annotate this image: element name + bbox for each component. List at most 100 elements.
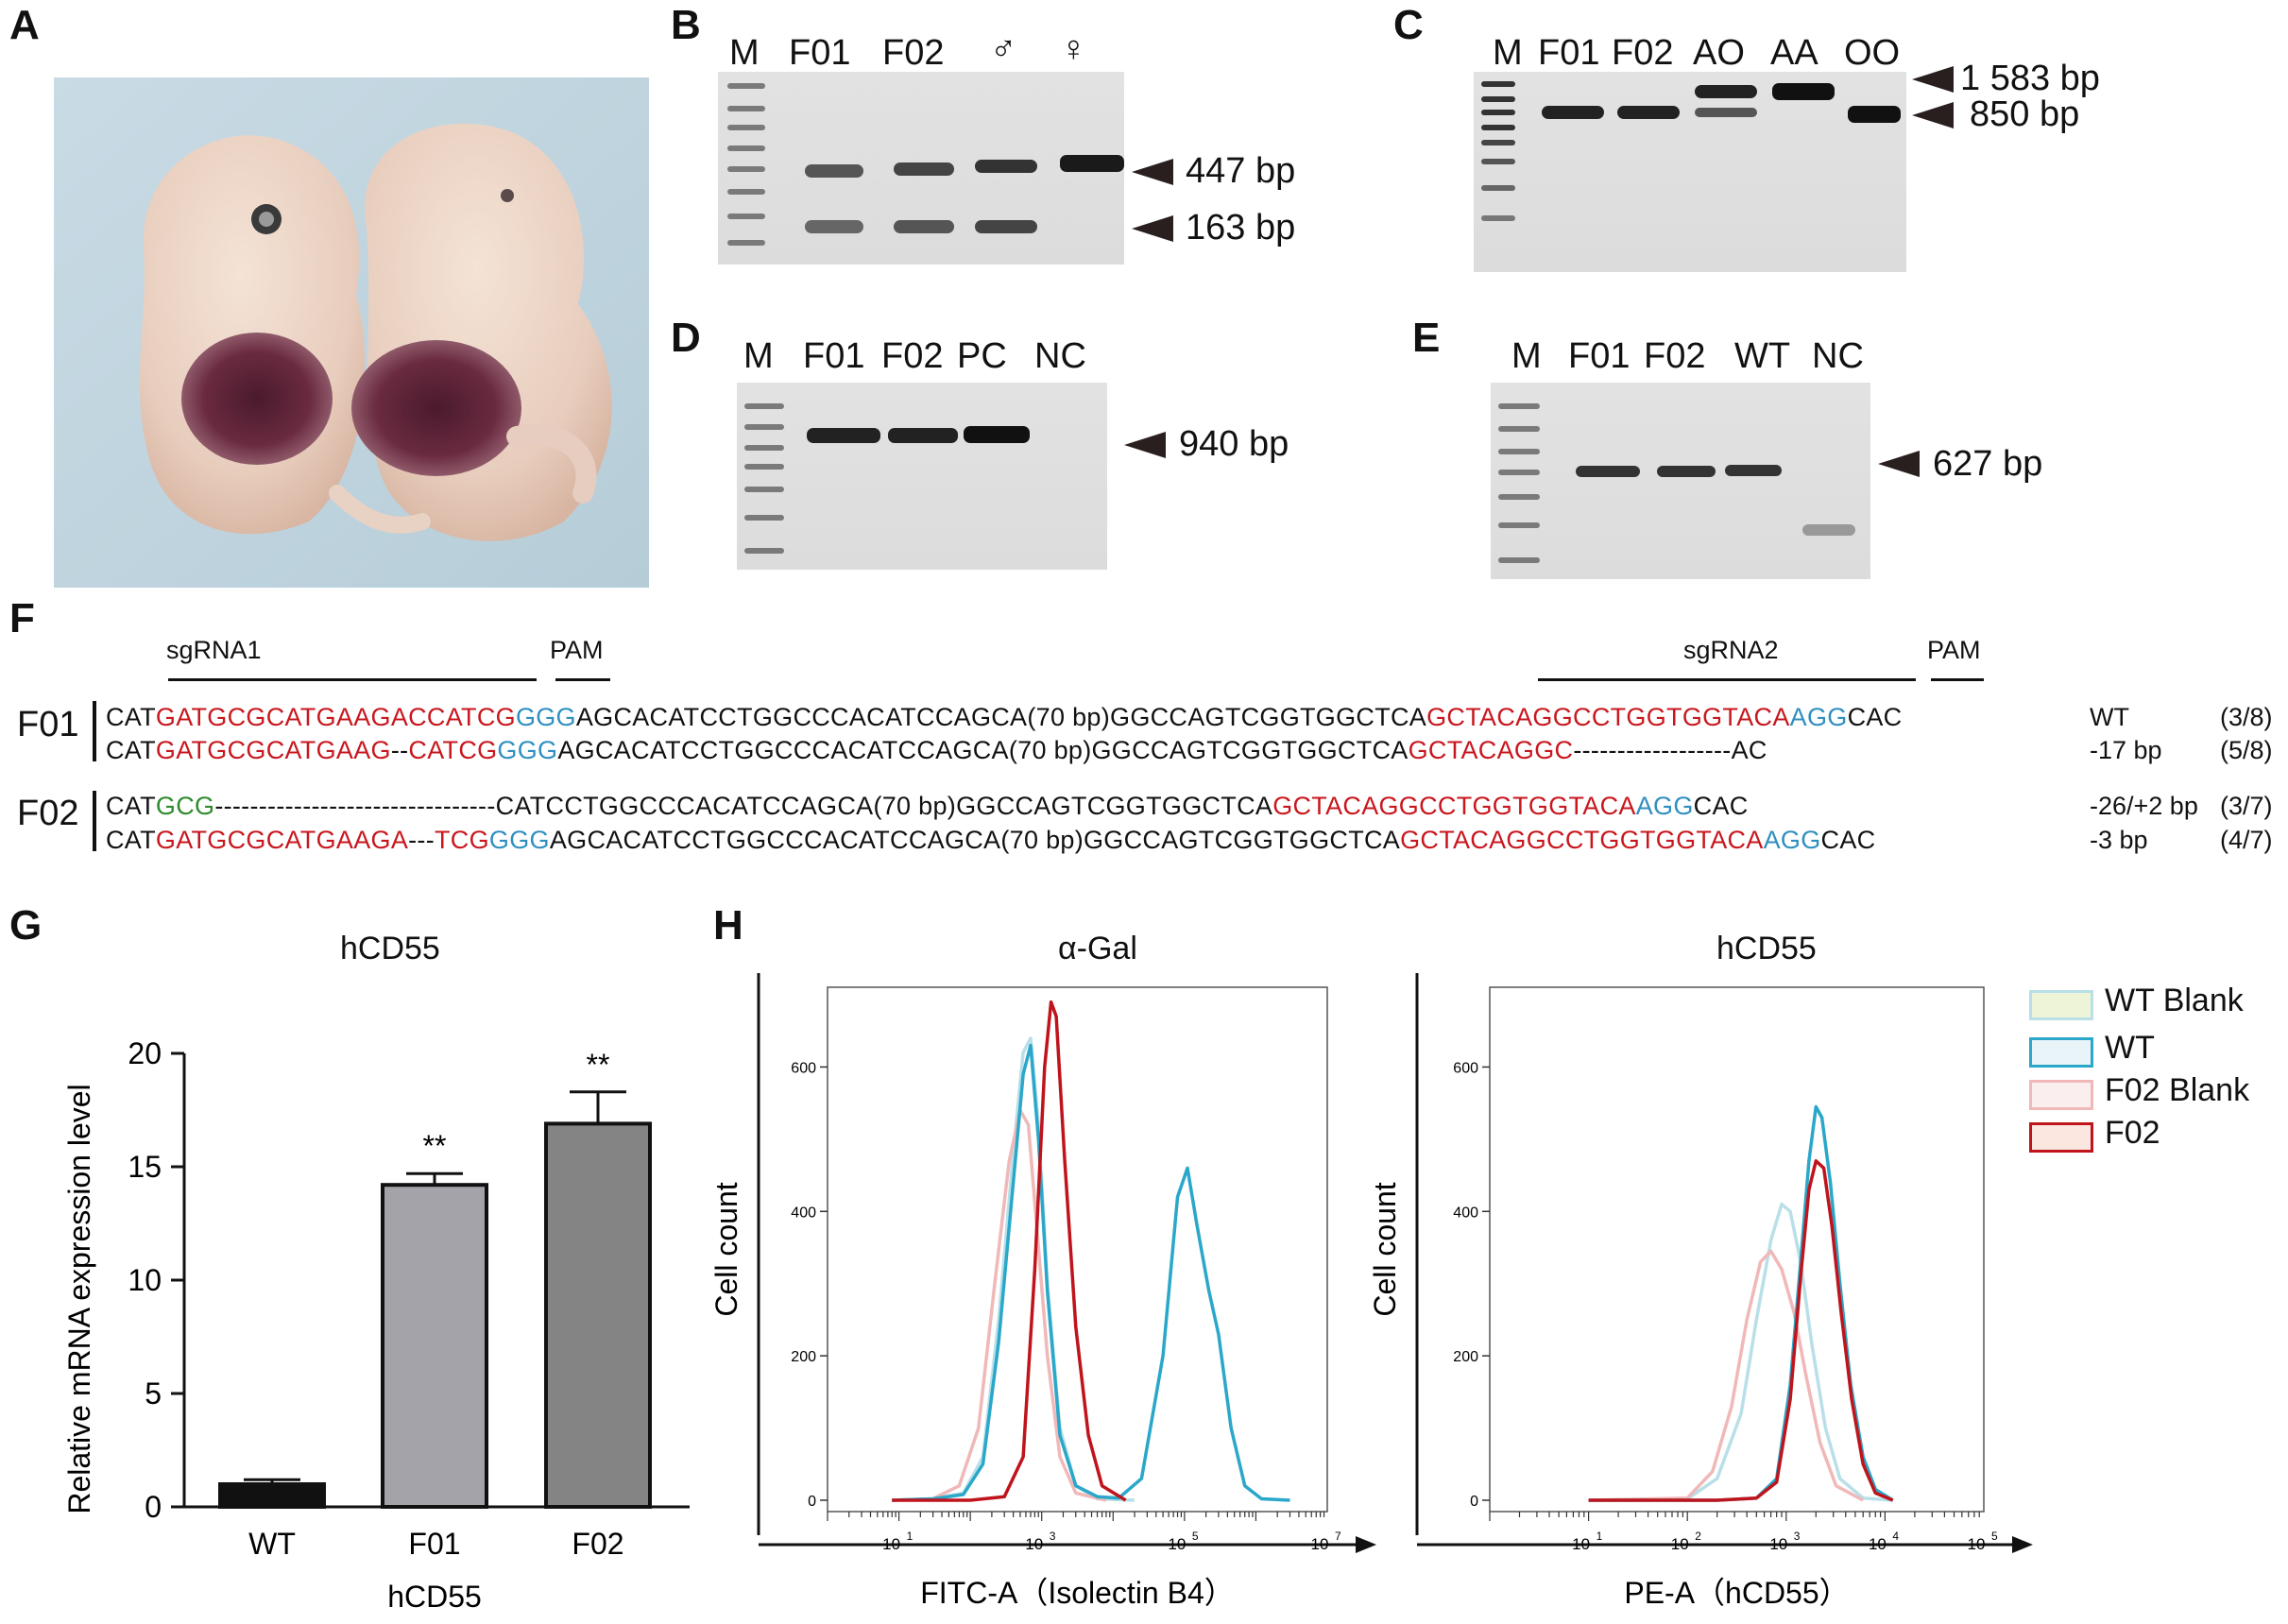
- sequence-row: CATGATGCGCATGAAG--CATCGGGGAGCACATCCTGGCC…: [106, 736, 1767, 765]
- legend-label-f02-blank: F02 Blank: [2105, 1072, 2250, 1108]
- x-axis-label: FITC-A（Isolectin B4）: [920, 1576, 1235, 1610]
- genotype-fraction: (5/8): [2220, 736, 2273, 764]
- sequence-segment: GCTACAGGCCTGGTGGTACA: [1272, 792, 1636, 820]
- x-tick-label: F02: [572, 1527, 623, 1561]
- panel-letter-d: D: [671, 315, 701, 361]
- arrow-icon: [1132, 215, 1173, 242]
- y-tick-label: 600: [791, 1060, 816, 1076]
- sequence-segment: GCTACAGGC: [1408, 736, 1574, 764]
- chart-g-title: hCD55: [340, 931, 440, 966]
- panel-letter-g: G: [9, 902, 43, 949]
- legend-swatch-f02: [2029, 1122, 2093, 1153]
- gel-b-band-163: 163 bp: [1186, 208, 1296, 248]
- arrow-icon: [1356, 1536, 1376, 1553]
- y-axis-label: Cell count: [1368, 1182, 1402, 1316]
- plot-frame: [827, 986, 1328, 1513]
- sgrna2-label: sgRNA2: [1683, 636, 1779, 664]
- bar-chart-g: 0 5 10 15 20 Relative mRNA expression level WT…: [62, 1036, 690, 1614]
- x-tick-exponent: 1: [907, 1530, 913, 1543]
- gel-b-lane-female: ♀: [1060, 29, 1087, 69]
- legend-label-wt-blank: WT Blank: [2105, 983, 2244, 1018]
- legend-label-wt: WT: [2105, 1030, 2155, 1066]
- bar: [218, 1482, 326, 1509]
- histogram-hcd55: 0 200 400 600 10 1 10 2 10 3 10 4 10 5 Cell count PE-A（…: [1368, 973, 2033, 1610]
- legend-swatch-f02-blank: [2029, 1080, 2093, 1110]
- sequence-segment: ---: [408, 826, 435, 854]
- significance-marker: **: [423, 1129, 447, 1163]
- f02-bracket: [93, 791, 96, 851]
- sequence-segment: CAC: [1820, 826, 1876, 854]
- sequence-row: CATGATGCGCATGAAGA---TCGGGGAGCACATCCTGGCC…: [106, 826, 1875, 855]
- f01-bracket: [93, 701, 96, 761]
- arrow-icon: [2012, 1536, 2033, 1553]
- sequence-segment: TCG: [435, 826, 489, 854]
- y-axis-label: Relative mRNA expression level: [62, 1084, 96, 1513]
- sgrna1-bar: [168, 678, 537, 681]
- chart-h-left-title: α-Gal: [1058, 931, 1137, 966]
- gel-b: [718, 72, 1124, 265]
- sequence-segment: ------------------AC: [1573, 736, 1767, 764]
- gel-e-band-627: 627 bp: [1933, 444, 2043, 484]
- y-axis-label: Cell count: [709, 1182, 743, 1316]
- y-tick-label: 200: [1453, 1349, 1478, 1365]
- x-axis-label: PE-A（hCD55）: [1624, 1576, 1849, 1610]
- x-tick-label: 10: [1168, 1535, 1186, 1553]
- histogram-line: [892, 1036, 1135, 1502]
- pam2-bar: [1931, 678, 1984, 681]
- panel-letter-e: E: [1412, 315, 1441, 361]
- sequence-segment: CAT: [106, 826, 156, 854]
- pam1-bar: [555, 678, 610, 681]
- x-tick-label: WT: [248, 1527, 296, 1561]
- x-tick-label: 10: [1572, 1535, 1590, 1553]
- histogram-line: [1588, 1104, 1894, 1502]
- bar: [544, 1121, 652, 1509]
- sequence-segment: AGCACATCCTGGCCCACATCCAGCA(70 bp)GGCCAGTC…: [575, 703, 1427, 731]
- gel-e-lane-f01: F01: [1568, 336, 1631, 376]
- sgrna1-label: sgRNA1: [166, 636, 262, 664]
- gel-c-lane-oo: OO: [1844, 33, 1901, 73]
- y-tick-label: 400: [1453, 1205, 1478, 1221]
- sequence-segment: AGG: [1635, 792, 1694, 820]
- y-tick-label: 20: [128, 1036, 162, 1070]
- gel-c-lane-aa: AA: [1770, 33, 1818, 73]
- arrow-icon: [1132, 159, 1173, 185]
- histogram-alpha-gal: 0 200 400 600 10 1 10 3 10 5 10 7 Cell count FITC-A（I…: [709, 973, 1376, 1610]
- gel-d-band-940: 940 bp: [1179, 424, 1289, 464]
- gel-c-band-1583: 1 583 bp: [1960, 59, 2100, 98]
- x-tick-label: 10: [1025, 1535, 1043, 1553]
- gel-c: [1474, 72, 1906, 272]
- significance-marker: **: [587, 1048, 610, 1082]
- sequence-segment: GGG: [515, 703, 576, 731]
- y-tick-label: 0: [145, 1490, 162, 1524]
- histogram-line: [1588, 1202, 1893, 1502]
- panel-letter-f: F: [9, 595, 35, 641]
- gel-d-lane-f02: F02: [881, 336, 944, 376]
- arrow-icon: [1912, 102, 1954, 128]
- gel-d-lane-nc: NC: [1034, 336, 1086, 376]
- pam2-label: PAM: [1927, 636, 1981, 664]
- sequence-segment: AGG: [1789, 703, 1848, 731]
- genotype-label: -26/+2 bp: [2090, 792, 2198, 820]
- gel-d-lane-m: M: [743, 336, 774, 376]
- x-tick-label: 10: [1671, 1535, 1689, 1553]
- sequence-segment: GGG: [497, 736, 558, 764]
- panel-letter-a: A: [9, 2, 40, 48]
- sequence-segment: CATCCTGGCCCACATCCAGCA(70 bp)GGCCAGTCGGTG…: [495, 792, 1273, 820]
- y-tick-label: 200: [791, 1349, 816, 1365]
- sequence-segment: AGG: [1763, 826, 1821, 854]
- sequence-segment: CAT: [106, 736, 156, 764]
- x-tick-label: F01: [408, 1527, 460, 1561]
- y-tick-label: 600: [1453, 1060, 1478, 1076]
- sequence-segment: CAC: [1847, 703, 1903, 731]
- histogram-line: [892, 1043, 1290, 1502]
- sequence-segment: GATGCGCATGAAGACCATCG: [155, 703, 516, 731]
- gel-c-lane-f02: F02: [1612, 33, 1674, 73]
- genotype-fraction: (3/7): [2220, 792, 2273, 820]
- sequence-segment: GATGCGCATGAAGA: [155, 826, 409, 854]
- x-tick-exponent: 5: [1192, 1530, 1199, 1543]
- genotype-label: -3 bp: [2090, 826, 2148, 854]
- x-tick-label: 10: [1869, 1535, 1887, 1553]
- x-tick-label: 10: [1968, 1535, 1986, 1553]
- gel-d: [737, 383, 1107, 570]
- gel-b-band-447: 447 bp: [1186, 151, 1296, 191]
